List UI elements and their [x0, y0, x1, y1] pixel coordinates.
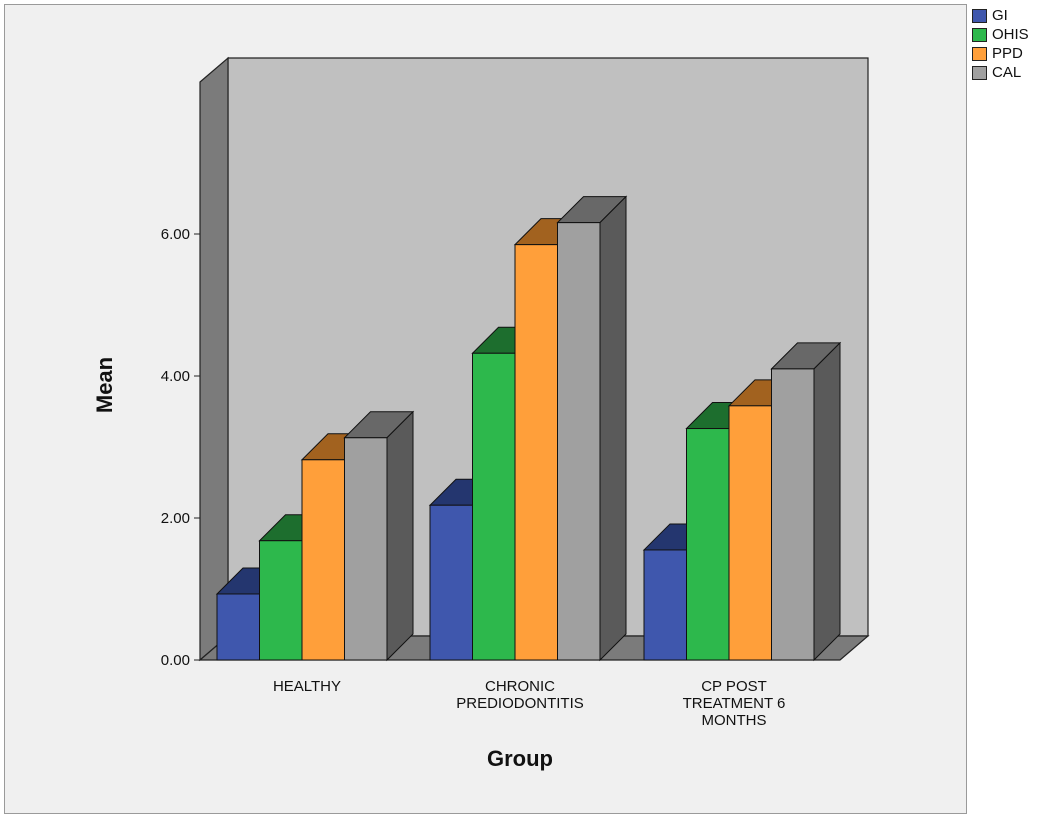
- bar: [556, 195, 628, 662]
- bar-front: [259, 540, 303, 661]
- legend-label: OHIS: [992, 26, 1029, 43]
- x-category-label: CHRONIC: [485, 678, 555, 695]
- y-tick-label: 4.00: [161, 368, 190, 385]
- bar-side: [599, 195, 627, 662]
- bar-front: [643, 549, 687, 661]
- legend-item: PPD: [972, 44, 1029, 63]
- chart-bars: [215, 195, 842, 662]
- bar-side: [386, 410, 414, 662]
- y-tick-label: 2.00: [161, 510, 190, 527]
- x-category-label: TREATMENT 6: [683, 695, 786, 712]
- x-category-label: CP POST: [701, 678, 767, 695]
- legend: GI OHIS PPD CAL: [972, 6, 1029, 82]
- bar: [258, 514, 330, 661]
- bar-front: [557, 222, 601, 661]
- legend-swatch: [972, 65, 987, 80]
- bar: [343, 410, 415, 662]
- bar-front: [429, 504, 473, 661]
- bar: [770, 341, 842, 662]
- bar-front: [728, 405, 772, 661]
- legend-swatch: [972, 27, 987, 42]
- legend-item: CAL: [972, 63, 1029, 82]
- bar: [471, 326, 543, 661]
- bar-front: [344, 437, 388, 661]
- bar-front: [771, 368, 815, 661]
- y-axis-title: Mean: [92, 357, 117, 413]
- side-wall: [199, 56, 229, 662]
- y-tick-label: 6.00: [161, 226, 190, 243]
- x-category-label: HEALTHY: [273, 678, 341, 695]
- x-category-label: PREDIODONTITIS: [456, 695, 584, 712]
- bar: [685, 402, 757, 661]
- legend-item: GI: [972, 6, 1029, 25]
- legend-label: CAL: [992, 64, 1022, 81]
- x-category-label: MONTHS: [702, 712, 767, 729]
- legend-swatch: [972, 46, 987, 61]
- bar-front: [301, 459, 345, 661]
- legend-label: PPD: [992, 45, 1023, 62]
- legend-label: GI: [992, 7, 1008, 24]
- bar: [727, 379, 799, 661]
- y-axis-ticks: 0.00 2.00 4.00 6.00: [161, 226, 200, 669]
- legend-swatch: [972, 8, 987, 23]
- bar-front: [686, 428, 730, 661]
- bar-front: [216, 593, 260, 661]
- y-tick-label: 0.00: [161, 652, 190, 669]
- bar-front: [472, 352, 516, 661]
- x-axis-title: Group: [487, 746, 553, 771]
- legend-item: OHIS: [972, 25, 1029, 44]
- bar-front: [514, 244, 558, 661]
- bar-side: [813, 341, 841, 662]
